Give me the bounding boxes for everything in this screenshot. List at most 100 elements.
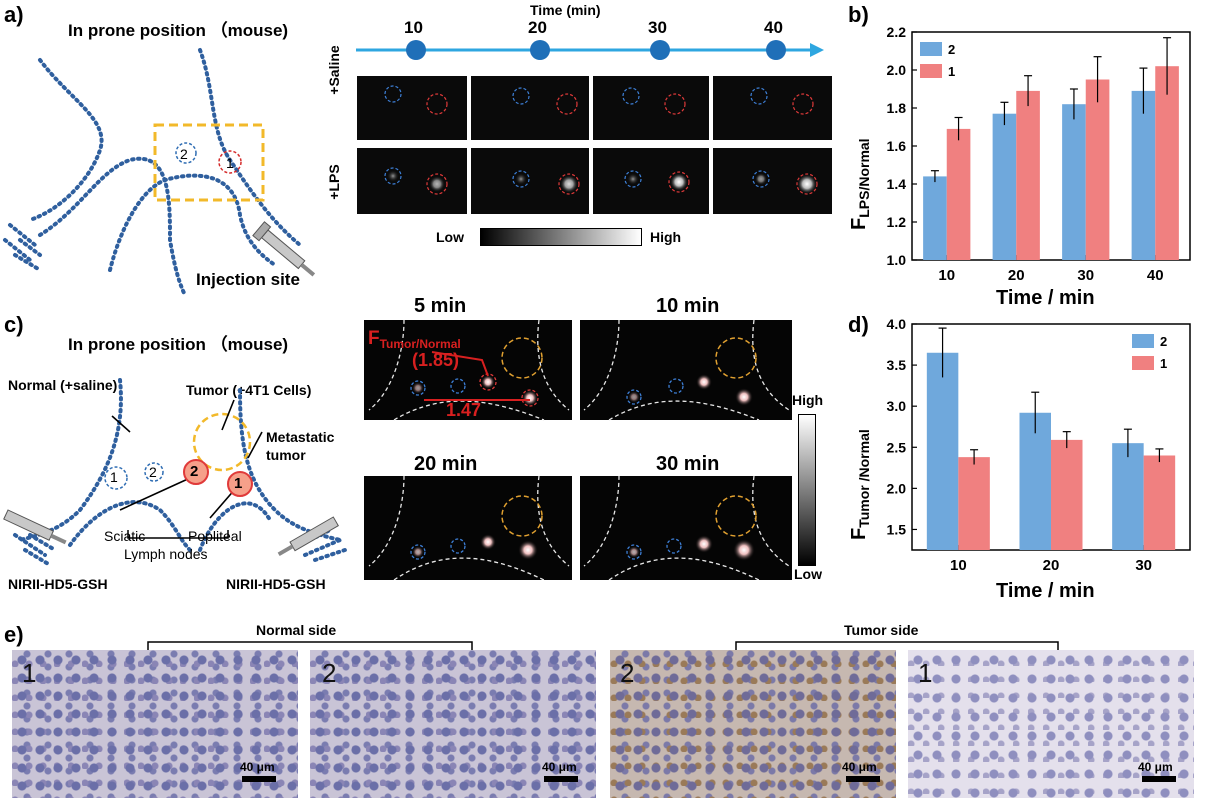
metastatic-label: Metastatic tumor	[266, 429, 335, 463]
chart-d-xlabel: Time / min	[996, 580, 1095, 602]
panel-e-label: e)	[4, 622, 24, 647]
popliteal-label: Popliteal	[188, 528, 242, 544]
chart-d-bar-s0-1	[1019, 412, 1051, 550]
panel-c-title: In prone position （mouse)	[68, 335, 289, 354]
chart-b-ylabel-main: F	[848, 217, 870, 230]
panel-a-title: In prone position （mouse)	[68, 21, 289, 40]
histology-num-4: 1	[918, 658, 933, 688]
chart-b-bar-s0-0	[923, 176, 947, 260]
mouse-outline-a	[3, 48, 316, 297]
normal-label: Normal (+saline)	[8, 377, 118, 393]
node-2-tumor: 2	[190, 463, 199, 480]
scale-text-1: 40 μm	[240, 760, 275, 774]
ratio-label-sub: Tumor/Normal	[379, 337, 461, 351]
chart-d-xtick-label-0: 10	[950, 557, 967, 574]
syringe-right-icon	[277, 516, 339, 557]
colorbar-c-high: High	[792, 392, 824, 408]
site-1-number: 1	[226, 155, 234, 171]
chart-b-xtick-label-0: 10	[938, 267, 955, 284]
chart-b: 1.0 1.2 1.4 1.6 1.8 2.0 2.2 10 20 30 40 2 1	[887, 24, 1191, 284]
site-2-circle	[175, 142, 197, 164]
histology-image-3: 2 40 μm	[610, 650, 896, 798]
chart-b-bar-s1-2	[1085, 79, 1110, 260]
ratio-label-main: F	[368, 328, 380, 349]
chart-d-legend-label-1: 1	[1160, 356, 1167, 371]
histology-num-2: 2	[322, 658, 337, 688]
chart-d-bar-s1-0	[958, 457, 990, 550]
probe-left-label: NIRII-HD5-GSH	[8, 576, 108, 592]
chart-b-ytick-label-6: 2.2	[887, 24, 907, 40]
chart-d-ylabel-main: F	[848, 527, 870, 540]
chart-d: 1.5 2.0 2.5 3.0 3.5 4.0 10 20 30 2 1	[887, 318, 1191, 574]
chart-d-ytick-label-0: 1.5	[887, 521, 907, 537]
chart-b-xtick-label-1: 20	[1008, 267, 1025, 284]
chart-d-legend-label-0: 2	[1160, 334, 1167, 349]
panel-b-label: b)	[848, 2, 869, 27]
colorbar-c-low: Low	[794, 566, 822, 582]
chart-d-legend-swatch-0	[1132, 334, 1154, 348]
chart-b-bar-s1-0	[946, 128, 971, 260]
probe-right-label: NIRII-HD5-GSH	[226, 576, 326, 592]
chart-b-legend-label-0: 2	[948, 42, 955, 57]
timeline-tick-20: 20	[528, 18, 547, 37]
histology-num-1: 1	[22, 658, 37, 688]
ratio-value-2: 1.47	[446, 400, 482, 420]
chart-b-bar-s1-1	[1016, 90, 1040, 261]
row-label-lps: +LPS	[326, 164, 342, 200]
chart-d-xtick-label-1: 20	[1043, 557, 1060, 574]
histology-image-2: 2 40 μm	[310, 650, 596, 798]
colorbar-a	[480, 228, 642, 246]
chart-d-legend-swatch-1	[1132, 356, 1154, 370]
chart-d-bar-s0-2	[1112, 443, 1144, 550]
chart-b-ytick-label-3: 1.6	[887, 138, 907, 154]
timeline-tick-30: 30	[648, 18, 667, 37]
chart-b-bar-s0-2	[1062, 104, 1086, 260]
chart-b-legend-label-1: 1	[948, 64, 955, 79]
chart-d-xtick-label-2: 30	[1135, 557, 1152, 574]
chart-d-ytick-label-5: 4.0	[887, 318, 907, 332]
chart-b-xlabel: Time / min	[996, 287, 1095, 309]
syringe-left-icon	[3, 509, 67, 545]
chart-d-bar-s1-2	[1143, 455, 1176, 550]
histology-image-4: 1 40 μm	[908, 650, 1194, 798]
colorbar-a-high: High	[650, 229, 682, 245]
scale-bar-1	[242, 776, 276, 782]
panel-c-label: c)	[4, 312, 24, 337]
chart-b-ytick-label-5: 2.0	[887, 62, 907, 78]
syringe-icon	[252, 221, 316, 277]
node-2-normal: 2	[149, 464, 157, 480]
sciatic-label: Sciatic	[104, 528, 146, 544]
scale-bar-3	[846, 776, 880, 782]
scale-text-4: 40 μm	[1138, 760, 1173, 774]
lymph-nodes-label: Lymph nodes	[124, 546, 208, 562]
ratio-label: FTumor/Normal	[368, 328, 461, 351]
panel-d-label: d)	[848, 312, 869, 337]
image-title-5min: 5 min	[414, 295, 467, 317]
image-title-30min: 30 min	[656, 453, 720, 475]
mouse-outline-c	[3, 378, 347, 567]
image-title-20min: 20 min	[414, 453, 478, 475]
timeline-title: Time (min)	[530, 2, 601, 18]
chart-b-legend-swatch-1	[920, 64, 942, 78]
scale-bar-2	[544, 776, 578, 782]
site-1-circle	[218, 150, 242, 174]
chart-b-ytick-label-2: 1.4	[887, 176, 907, 192]
chart-b-bar-s0-1	[992, 113, 1017, 260]
imaging-grid-c	[364, 320, 792, 580]
ratio-value-1: (1.85)	[412, 350, 460, 370]
injection-site-label: Injection site	[196, 270, 300, 289]
histology-num-3: 2	[620, 658, 635, 688]
side-brackets	[147, 641, 1059, 652]
tumor-label: Tumor (+4T1 Cells)	[186, 382, 312, 398]
timeline-tick-10: 10	[404, 18, 423, 37]
region-box	[153, 123, 265, 202]
site-2-number: 2	[180, 146, 188, 162]
chart-b-xtick-label-2: 30	[1077, 267, 1094, 284]
chart-d-ytick-label-2: 2.5	[887, 439, 907, 455]
imaging-grid-a	[357, 76, 832, 214]
image-title-10min: 10 min	[656, 295, 720, 317]
chart-b-legend-swatch-0	[920, 42, 942, 56]
timeline-tick-40: 40	[764, 18, 783, 37]
scale-text-2: 40 μm	[542, 760, 577, 774]
colorbar-a-low: Low	[436, 229, 464, 245]
